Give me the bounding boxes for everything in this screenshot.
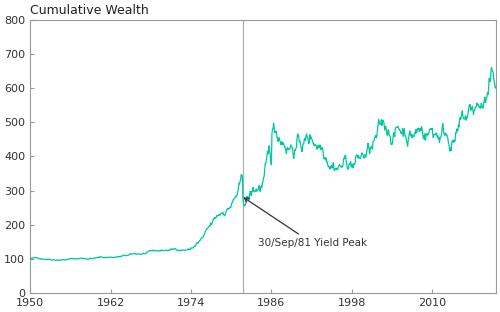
- Text: Cumulative Wealth: Cumulative Wealth: [30, 4, 149, 17]
- Text: 30/Sep/81 Yield Peak: 30/Sep/81 Yield Peak: [244, 198, 367, 248]
